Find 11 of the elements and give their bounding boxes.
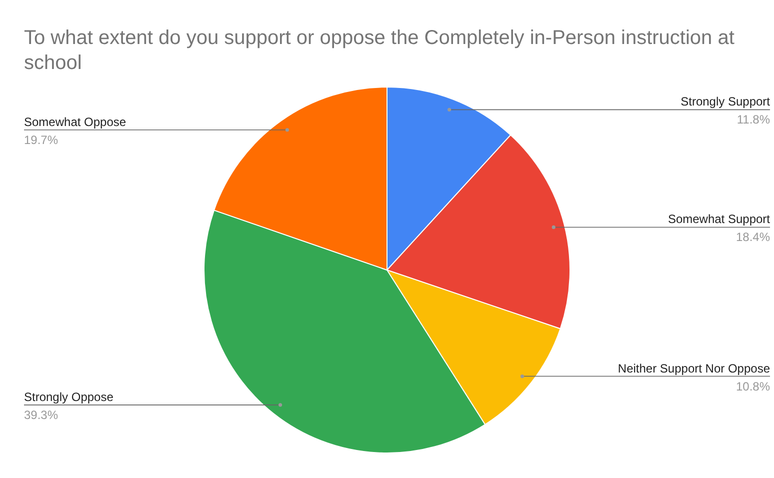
- chart-title: To what extent do you support or oppose the Completely in-Person instruction at school: [24, 27, 735, 74]
- slice-label: Strongly Support: [680, 94, 771, 109]
- data-label: 11.8%: [736, 112, 770, 127]
- data-label: 19.7%: [24, 132, 58, 147]
- data-label: 39.3%: [24, 408, 58, 422]
- slice-label: Somewhat Oppose: [24, 114, 126, 129]
- data-label: 18.4%: [736, 230, 770, 244]
- slice-label: Neither Support Nor Oppose: [618, 361, 770, 376]
- slice-label: Strongly Oppose: [24, 390, 114, 404]
- slice-label: Somewhat Support: [668, 212, 771, 226]
- data-label: 10.8%: [736, 379, 770, 394]
